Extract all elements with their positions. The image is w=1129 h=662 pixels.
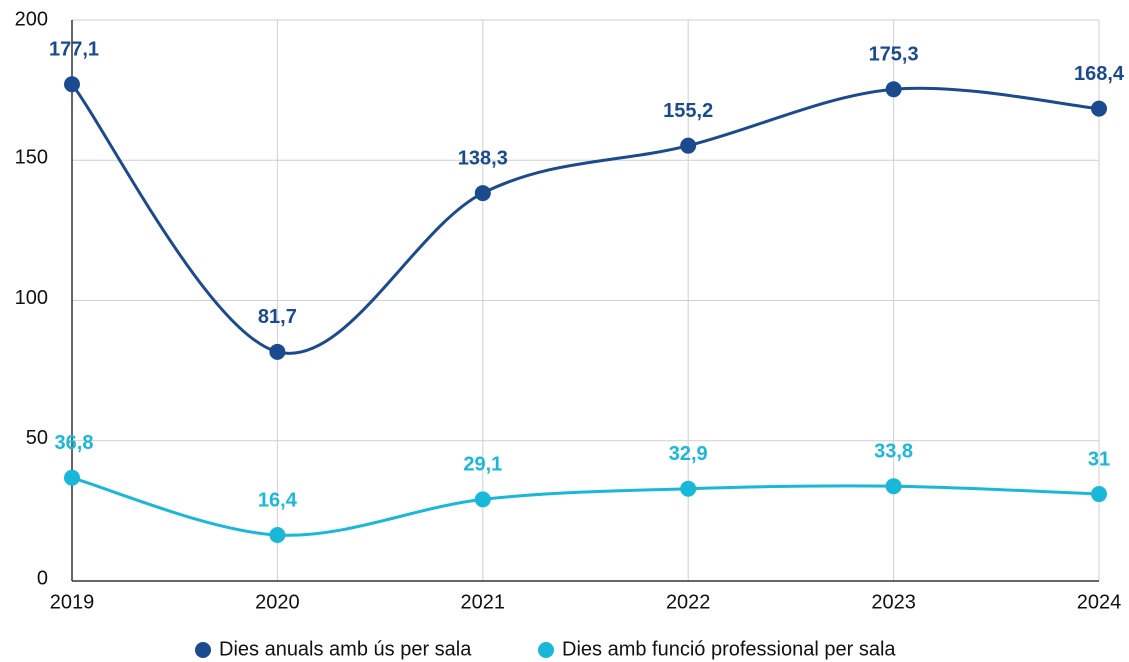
data-point — [64, 469, 80, 486]
data-point — [885, 478, 902, 495]
data-point — [474, 491, 491, 508]
data-label: 36,8 — [55, 432, 94, 454]
data-label: 175,3 — [869, 44, 919, 66]
data-label: 33,8 — [874, 440, 913, 462]
legend-marker — [195, 642, 211, 658]
data-point — [680, 137, 697, 154]
data-label: 155,2 — [663, 100, 713, 122]
legend-marker — [538, 642, 554, 658]
data-label: 138,3 — [458, 147, 508, 169]
x-tick-label: 2021 — [461, 591, 506, 613]
data-label: 168,4 — [1074, 63, 1125, 85]
data-point — [680, 480, 697, 497]
series-line — [71, 476, 1100, 537]
data-point — [64, 76, 80, 93]
data-point — [1091, 486, 1107, 503]
data-point — [269, 526, 286, 543]
legend-label: Dies amb funció professional per sala — [562, 638, 896, 660]
series-line — [70, 83, 1100, 355]
y-tick-label: 0 — [37, 567, 48, 589]
x-tick-label: 2019 — [50, 591, 95, 613]
y-tick-label: 100 — [15, 287, 48, 309]
x-tick-label: 2020 — [255, 591, 300, 613]
data-label: 177,1 — [49, 39, 99, 61]
x-tick-label: 2023 — [871, 591, 916, 613]
y-tick-label: 200 — [15, 8, 48, 30]
data-point — [269, 343, 286, 360]
data-label: 29,1 — [463, 454, 502, 476]
data-point — [885, 81, 902, 98]
data-label: 32,9 — [669, 443, 708, 465]
data-point — [474, 185, 491, 202]
y-tick-label: 150 — [15, 147, 48, 169]
y-tick-label: 50 — [26, 427, 48, 449]
data-point — [1091, 100, 1107, 117]
data-label: 81,7 — [258, 306, 297, 328]
data-label: 31 — [1088, 448, 1110, 470]
x-tick-label: 2022 — [666, 591, 711, 613]
legend-label: Dies anuals amb ús per sala — [219, 638, 472, 660]
data-label: 16,4 — [258, 489, 298, 511]
x-tick-label: 2024 — [1077, 591, 1122, 613]
